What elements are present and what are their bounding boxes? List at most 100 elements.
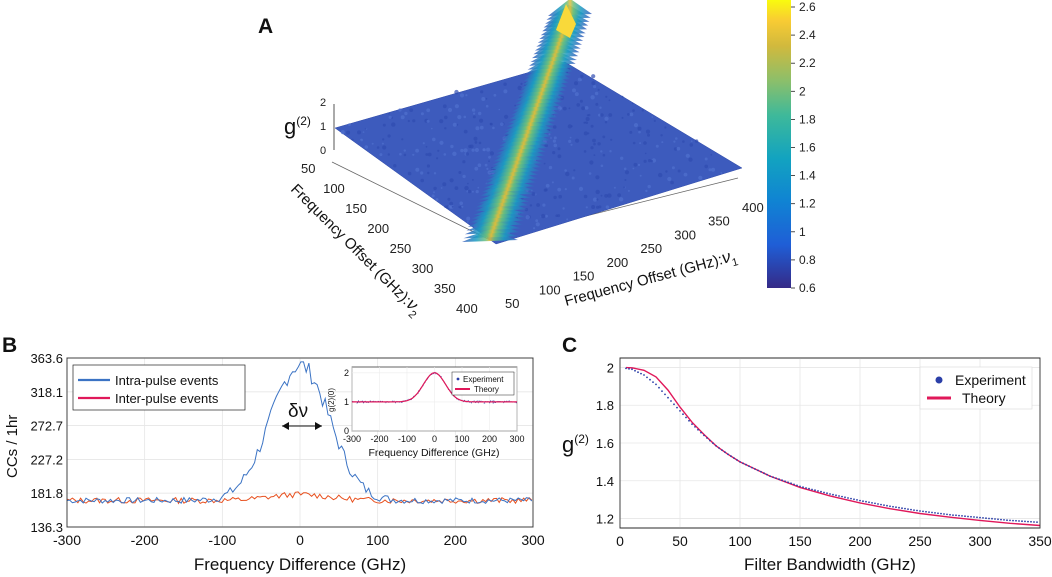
experiment-point: [925, 510, 927, 513]
experiment-point: [895, 506, 897, 509]
surface-texture: [643, 141, 647, 145]
surface-texture: [585, 117, 590, 121]
surface-texture: [720, 172, 723, 174]
experiment-point: [679, 410, 681, 412]
experiment-point: [949, 513, 951, 516]
experiment-point: [718, 447, 720, 449]
surface-texture: [676, 146, 681, 151]
inset-ticks: -300 -200 -100 0 100 200 300 0 1 2: [343, 368, 525, 444]
surface-texture: [621, 116, 624, 119]
surface-texture: [567, 124, 572, 129]
experiment-point: [958, 514, 960, 517]
experiment-point: [973, 516, 975, 518]
experiment-point: [628, 368, 630, 370]
b-y-tick-label: 318.1: [30, 385, 63, 400]
colorbar-tick-label: 2.2: [799, 56, 816, 70]
surface-texture: [346, 130, 351, 135]
inset-x-tick-label: -200: [370, 434, 388, 444]
surface-texture: [589, 160, 594, 165]
surface-texture: [426, 119, 430, 123]
panel-b-legend: Intra-pulse events Inter-pulse events: [72, 364, 246, 411]
surface-texture: [435, 198, 439, 201]
experiment-point: [811, 488, 813, 491]
experiment-point: [985, 517, 987, 520]
surface-texture: [562, 207, 565, 210]
surface-texture: [590, 124, 594, 128]
b-x-tick-label: -300: [53, 532, 81, 548]
surface-texture: [420, 178, 425, 183]
surface-texture: [591, 205, 596, 209]
surface-texture: [478, 141, 482, 145]
surface-texture: [477, 186, 480, 189]
experiment-point: [823, 491, 825, 494]
surface-texture: [661, 141, 664, 144]
surface-texture: [595, 189, 600, 195]
surface-texture: [604, 116, 609, 121]
surface-texture: [425, 153, 429, 156]
surface-texture: [484, 163, 488, 167]
experiment-point: [847, 497, 849, 499]
experiment-point: [832, 493, 834, 496]
surface-texture: [403, 153, 407, 157]
delta-nu-annotation: δν: [282, 401, 322, 430]
experiment-point: [790, 482, 792, 485]
panel-b-inset: -300 -200 -100 0 100 200 300 0 1 2 g(2)(0) Freque…: [327, 366, 525, 459]
surface-texture: [471, 108, 476, 112]
surface-texture: [688, 157, 693, 162]
a-y-tick-label: 350: [434, 281, 456, 296]
surface-texture: [602, 153, 606, 157]
surface-texture: [543, 162, 546, 165]
a-y-tick-label: 400: [456, 301, 478, 316]
surface-texture: [577, 77, 582, 82]
surface-texture: [553, 143, 558, 148]
experiment-point: [688, 419, 690, 422]
surface-texture: [632, 141, 636, 145]
experiment-point: [751, 466, 753, 469]
experiment-point: [1036, 521, 1038, 523]
panel-c-label: C: [562, 334, 577, 357]
inset-x-tick-label: -300: [343, 434, 361, 444]
experiment-point: [814, 489, 816, 492]
surface-texture: [597, 88, 600, 91]
surface-texture: [632, 167, 635, 170]
experiment-point: [913, 509, 915, 511]
colorbar-ticks: 0.6 0.8 1 1.2 1.4 1.6 1.8 2 2.2 2.4 2.6: [791, 0, 816, 295]
experiment-point: [781, 479, 783, 482]
surface-texture: [536, 203, 540, 207]
experiment-point: [670, 400, 672, 402]
surface-texture: [459, 201, 464, 206]
surface-texture: [571, 176, 575, 180]
surface-texture: [689, 143, 694, 147]
surface-texture: [388, 112, 390, 115]
surface-texture: [471, 190, 474, 193]
surface-texture: [485, 97, 488, 100]
panel-b-y-axis-label: CCs / 1hr: [4, 415, 21, 478]
colorbar-tick-label: 2.6: [799, 0, 816, 14]
surface-texture: [436, 157, 439, 160]
experiment-point: [625, 367, 627, 370]
surface-texture: [535, 219, 539, 223]
surface-texture: [525, 215, 530, 220]
surface-texture: [574, 92, 579, 97]
panel-a-z-label: g(2): [284, 114, 311, 139]
surface-texture: [427, 171, 430, 175]
surface-texture: [655, 144, 659, 148]
inset-y-tick-label: 2: [344, 368, 349, 378]
surface-texture: [557, 214, 561, 218]
surface-texture: [608, 113, 613, 117]
experiment-point: [931, 511, 933, 514]
colorbar: 0.6 0.8 1 1.2 1.4 1.6 1.8 2 2.2 2.4 2.6: [767, 0, 816, 295]
surface-texture: [407, 171, 412, 176]
experiment-point: [1033, 521, 1035, 523]
surface-texture: [602, 135, 606, 139]
surface-texture: [466, 216, 471, 221]
b-x-tick-label: 300: [521, 532, 545, 548]
surface-texture: [465, 152, 469, 156]
surface-texture: [533, 227, 536, 230]
surface-texture: [623, 186, 626, 189]
surface-texture: [461, 205, 464, 208]
surface-texture: [569, 136, 572, 139]
experiment-point: [889, 505, 891, 508]
surface-texture: [433, 172, 437, 175]
